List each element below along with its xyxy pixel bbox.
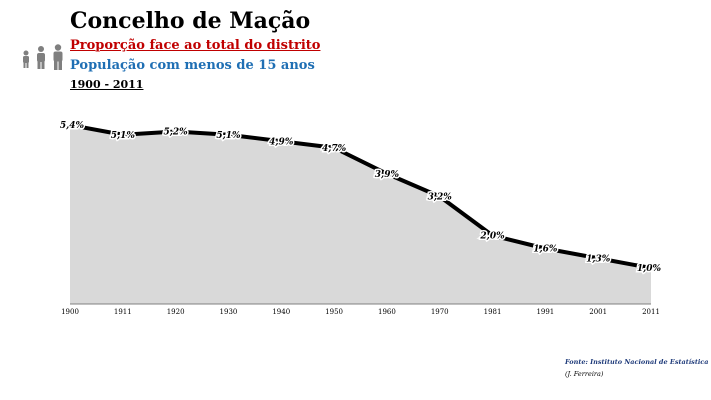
x-tick-label: 1970 — [431, 308, 449, 316]
data-label: 1,3% — [586, 254, 611, 264]
data-label: 5,1% — [216, 131, 241, 141]
data-label: 5,4% — [60, 121, 85, 131]
x-tick-label: 2011 — [642, 308, 660, 316]
x-tick-label: 1991 — [536, 308, 554, 316]
data-label: 3,2% — [428, 193, 453, 203]
series-line — [69, 123, 652, 270]
x-tick-label: 1900 — [61, 308, 79, 316]
x-tick-label: 1940 — [272, 308, 290, 316]
x-tick-label: 1911 — [114, 308, 132, 316]
x-tick-label: 2001 — [589, 308, 607, 316]
data-label: 1,0% — [637, 264, 662, 274]
chart-subtitle-proportion: Proporção face ao total do distrito — [70, 38, 321, 53]
data-label: 4,9% — [269, 137, 294, 147]
data-label: 4,7% — [322, 144, 347, 154]
x-tick-label: 1950 — [325, 308, 343, 316]
chart-title: Concelho de Mação — [70, 8, 311, 34]
data-label: 5,2% — [164, 128, 189, 138]
chart-subtitle-population: População com menos de 15 anos — [70, 58, 315, 73]
data-label: 1,6% — [533, 245, 558, 255]
x-tick-label: 1920 — [167, 308, 185, 316]
data-label: 3,9% — [375, 170, 400, 180]
author-note: (J. Ferreira) — [565, 370, 604, 378]
x-tick-label: 1981 — [484, 308, 502, 316]
chart-period: 1900 - 2011 — [70, 78, 144, 91]
x-tick-label: 1930 — [220, 308, 238, 316]
x-tick-label: 1960 — [378, 308, 396, 316]
data-label: 5,1% — [111, 131, 136, 141]
area-fill — [70, 125, 651, 304]
data-label: 2,0% — [479, 232, 505, 242]
source-note: Fonte: Instituto Nacional de Estatística — [565, 358, 709, 366]
children-family-icon — [20, 44, 68, 74]
